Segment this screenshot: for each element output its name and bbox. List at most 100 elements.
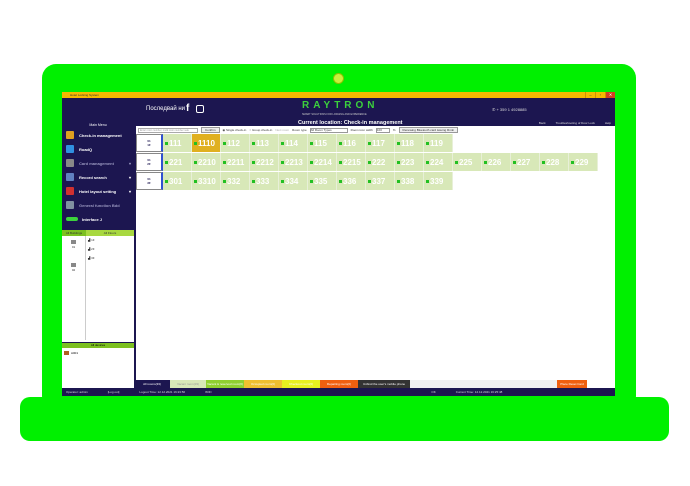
maximize-button[interactable]: ▫ (595, 92, 605, 98)
minimize-button[interactable]: – (585, 92, 595, 98)
tab-all-devices[interactable]: All devices (62, 343, 134, 348)
vacant-dot-icon (252, 141, 255, 145)
room-cell[interactable]: 116 (337, 134, 366, 152)
room-cell[interactable]: 1110 (192, 134, 221, 152)
operator: Operator: admin (66, 390, 88, 394)
device-label: A001 (71, 351, 79, 355)
room-cell[interactable]: 221 (163, 153, 192, 171)
floor-item[interactable]: ▟ 2F (88, 247, 95, 251)
main-menu-title: Main Menu (89, 123, 107, 127)
legend-filter[interactable]: Vacant room(33) (170, 380, 206, 388)
room-cell[interactable]: 333 (250, 172, 279, 190)
legend-filter[interactable]: Vacant & reserved room(0) (206, 380, 244, 388)
room-cell[interactable]: 225 (453, 153, 482, 171)
room-cell[interactable]: 229 (569, 153, 598, 171)
legend-filter[interactable]: Occupied room(0) (244, 380, 282, 388)
floor-number: 1F (147, 143, 151, 147)
single-checkin-radio[interactable]: ◉ Single check-in (222, 128, 247, 132)
room-cell[interactable]: 336 (337, 172, 366, 190)
room-number: 224 (430, 157, 444, 167)
instagram-icon[interactable] (196, 105, 204, 113)
room-cell[interactable]: 2213 (279, 153, 308, 171)
room-cell[interactable]: 338 (395, 172, 424, 190)
room-cell[interactable]: 301 (163, 172, 192, 190)
room-cell[interactable]: 114 (279, 134, 308, 152)
room-cell[interactable]: 334 (279, 172, 308, 190)
tab-all-buildings[interactable]: All Buildings (62, 230, 86, 236)
room-cell[interactable]: 223 (395, 153, 424, 171)
room-cell[interactable]: 115 (308, 134, 337, 152)
group-checkin-radio[interactable]: ○ Group check-in (249, 128, 273, 132)
floor-item[interactable]: ▟ 3F (88, 256, 95, 260)
facebook-icon[interactable]: f (186, 103, 190, 114)
floor-header[interactable]: 01 3F (136, 172, 163, 190)
legend-filter[interactable]: Checkout room(0) (282, 380, 320, 388)
troubleshooting-link[interactable]: Troubleshooting of Door Lock (555, 121, 595, 125)
device-item[interactable]: A001 (64, 351, 132, 355)
room-cell[interactable]: 119 (424, 134, 453, 152)
room-cell[interactable]: 3310 (192, 172, 221, 190)
sidebar-item-record-search[interactable]: Record search ▾ (62, 170, 134, 184)
room-cell[interactable]: 113 (250, 134, 279, 152)
chevron-down-icon: ▾ (128, 160, 131, 166)
room-cell[interactable]: 112 (221, 134, 250, 152)
sidebar-item-check-in-management[interactable]: Check-in management (62, 128, 134, 142)
room-cell[interactable]: 2211 (221, 153, 250, 171)
sidebar-item-interface-j[interactable]: Interface J (62, 212, 134, 226)
next-room-button[interactable]: Next room (275, 128, 290, 132)
room-cell[interactable]: 227 (511, 153, 540, 171)
sidebar-item-hotel-layout-setting[interactable]: Hotel layout setting ▾ (62, 184, 134, 198)
room-cell[interactable]: 117 (366, 134, 395, 152)
device-icon (64, 351, 69, 355)
room-cell[interactable]: 337 (366, 172, 395, 190)
legend-filter[interactable] (410, 380, 557, 388)
building-number: 01 (147, 139, 151, 143)
close-button[interactable]: ✕ (605, 92, 615, 98)
room-cell[interactable]: 224 (424, 153, 453, 171)
floor-label: 3F (91, 256, 95, 260)
floor-header[interactable]: 01 2F (136, 153, 163, 171)
room-cell[interactable]: 335 (308, 172, 337, 190)
floor-header[interactable]: 01 1F (136, 134, 163, 152)
tab-all-floors[interactable]: All Floors (86, 230, 134, 236)
vacant-dot-icon (252, 160, 255, 164)
confirm-button[interactable]: Confirm (201, 127, 220, 133)
sidebar-item-label: Record search (79, 174, 107, 180)
building-item[interactable]: 02 (62, 263, 85, 272)
sidebar-item-general-function-bdd[interactable]: General function Bdd (62, 198, 134, 212)
room-size-input[interactable]: 100 (375, 127, 390, 133)
room-cell[interactable]: 2215 (337, 153, 366, 171)
legend-filter[interactable]: All rooms(33) (134, 380, 170, 388)
legend-filter[interactable]: Place Reset Card (557, 380, 587, 388)
room-cell[interactable]: 118 (395, 134, 424, 152)
room-number: 338 (401, 176, 415, 186)
room-cell[interactable]: 111 (163, 134, 192, 152)
room-cell[interactable]: 228 (540, 153, 569, 171)
building-item[interactable]: 01 (62, 240, 85, 249)
vacant-dot-icon (194, 179, 197, 183)
room-cell[interactable]: 2214 (308, 153, 337, 171)
floor-row: 01 2F 221 2210 2211 2212 2213 2214 2215 222 223 224… (136, 153, 615, 171)
room-search-input[interactable]: Enter room number, multi room number sel… (138, 127, 198, 133)
room-cell[interactable]: 2210 (192, 153, 221, 171)
room-cell[interactable]: 226 (482, 153, 511, 171)
vacant-dot-icon (368, 160, 371, 164)
legend-filter[interactable]: Unbind the user's mobile phone (358, 380, 410, 388)
room-cell[interactable]: 222 (366, 153, 395, 171)
bluetooth-card-button[interactable]: Renewing Bluetooth card issuing Rmtn (398, 127, 459, 133)
room-cell[interactable]: 339 (424, 172, 453, 190)
logout-link[interactable]: [Log out] (107, 390, 120, 394)
help-link[interactable]: Help (604, 121, 611, 125)
room-cell[interactable]: 2212 (250, 153, 279, 171)
vacant-dot-icon (339, 179, 342, 183)
room-type-select[interactable]: All Room Types (309, 127, 348, 133)
room-status-legend: All rooms(33) Vacant room(33) Vacant & res… (134, 380, 615, 388)
room-cell[interactable]: 332 (221, 172, 250, 190)
floor-item[interactable]: ▟ 1F (88, 238, 95, 242)
back-link[interactable]: Back (538, 121, 546, 125)
sidebar-item-card-management[interactable]: Card management ▾ (62, 156, 134, 170)
chevron-down-icon: ▾ (128, 174, 131, 180)
legend-filter[interactable]: Repairing room(0) (320, 380, 358, 388)
sidebar-item-roadq[interactable]: RoadQ (62, 142, 134, 156)
vacant-dot-icon (368, 141, 371, 145)
